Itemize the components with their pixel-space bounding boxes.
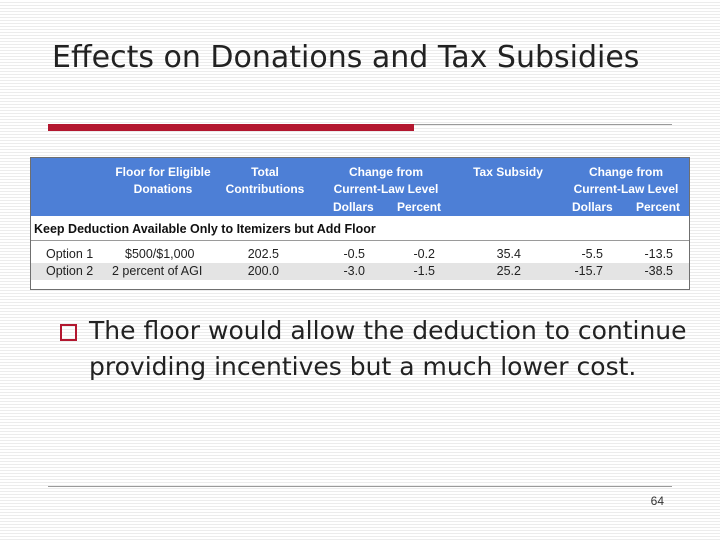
header-floor: Floor for Eligible Donations bbox=[115, 165, 211, 196]
header-change-subsidy: Change from Current-Law Level bbox=[573, 165, 679, 196]
square-bullet-icon bbox=[60, 324, 77, 341]
cell-dollars1: -3.0 bbox=[343, 264, 365, 278]
title-accent-bar bbox=[48, 124, 414, 131]
table-row: Option 2 2 percent of AGI 200.0 -3.0 -1.… bbox=[31, 263, 689, 280]
cell-dollars2: -5.5 bbox=[581, 247, 603, 261]
header-tax-subsidy: Tax Subsidy bbox=[473, 165, 543, 179]
header-dollars-subsidy: Dollars bbox=[572, 200, 613, 214]
cell-percent2: -38.5 bbox=[644, 264, 674, 278]
cell-total: 200.0 bbox=[247, 264, 279, 278]
cell-percent1: -1.5 bbox=[413, 264, 435, 278]
cell-floor: $500/$1,000 bbox=[125, 247, 195, 261]
header-percent-subsidy: Percent bbox=[636, 200, 681, 214]
cell-percent2: -13.5 bbox=[644, 247, 674, 261]
header-total: Total Contributions bbox=[225, 165, 305, 196]
header-dollars-contributions: Dollars bbox=[333, 200, 374, 214]
bullet-text: The floor would allow the deduction to c… bbox=[89, 316, 687, 381]
cell-floor: 2 percent of AGI bbox=[112, 264, 203, 278]
header-percent-contributions: Percent bbox=[397, 200, 442, 214]
footer-divider bbox=[48, 486, 672, 487]
slide-title: Effects on Donations and Tax Subsidies bbox=[52, 40, 640, 75]
cell-subsidy: 25.2 bbox=[496, 264, 521, 278]
section-heading: Keep Deduction Available Only to Itemize… bbox=[34, 222, 376, 236]
cell-option: Option 1 bbox=[46, 247, 94, 261]
cell-subsidy: 35.4 bbox=[496, 247, 521, 261]
table-header: Floor for Eligible Donations Total Contr… bbox=[31, 158, 689, 216]
header-change-contributions: Change from Current-Law Level bbox=[333, 165, 439, 196]
cell-dollars2: -15.7 bbox=[574, 264, 604, 278]
data-table: Floor for Eligible Donations Total Contr… bbox=[30, 157, 690, 290]
cell-total: 202.5 bbox=[247, 247, 279, 261]
cell-percent1: -0.2 bbox=[413, 247, 435, 261]
table-row: Option 1 $500/$1,000 202.5 -0.5 -0.2 35.… bbox=[31, 246, 689, 263]
cell-option: Option 2 bbox=[46, 264, 94, 278]
page-number: 64 bbox=[650, 494, 664, 508]
section-divider bbox=[31, 240, 689, 241]
cell-dollars1: -0.5 bbox=[343, 247, 365, 261]
